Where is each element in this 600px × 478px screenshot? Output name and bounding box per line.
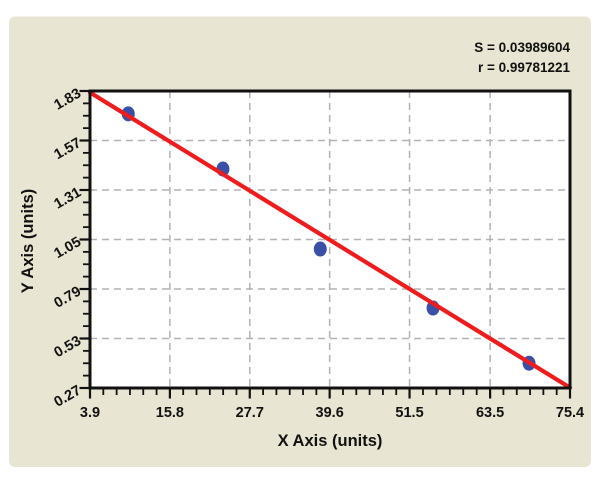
plot-frame <box>88 89 572 390</box>
y-tick-label: 0.79 <box>52 284 84 312</box>
stat-s-value: S = 0.03989604 <box>474 40 570 55</box>
regression-line <box>87 90 573 390</box>
x-tick-label: 39.6 <box>316 405 344 421</box>
y-tick-label: 1.31 <box>52 185 84 213</box>
y-axis-title: Y Axis (units) <box>19 188 37 294</box>
x-tick-label: 75.4 <box>556 405 584 421</box>
stat-r-value: r = 0.99781221 <box>478 60 570 75</box>
x-tick-label: 51.5 <box>395 405 423 421</box>
x-tick-label: 15.8 <box>156 405 184 421</box>
y-tick-label: 1.57 <box>52 135 84 163</box>
x-tick-label: 3.9 <box>80 405 100 421</box>
x-tick-label: 27.7 <box>236 405 264 421</box>
x-axis-title: X Axis (units) <box>277 432 383 450</box>
data-point <box>313 241 327 257</box>
y-tick-label: 1.83 <box>52 86 84 114</box>
x-tick-label: 63.5 <box>476 405 504 421</box>
y-tick-label: 1.05 <box>52 234 84 262</box>
stats-block: S = 0.03989604 r = 0.99781221 <box>474 38 570 78</box>
y-tick-label: 0.53 <box>52 333 84 361</box>
